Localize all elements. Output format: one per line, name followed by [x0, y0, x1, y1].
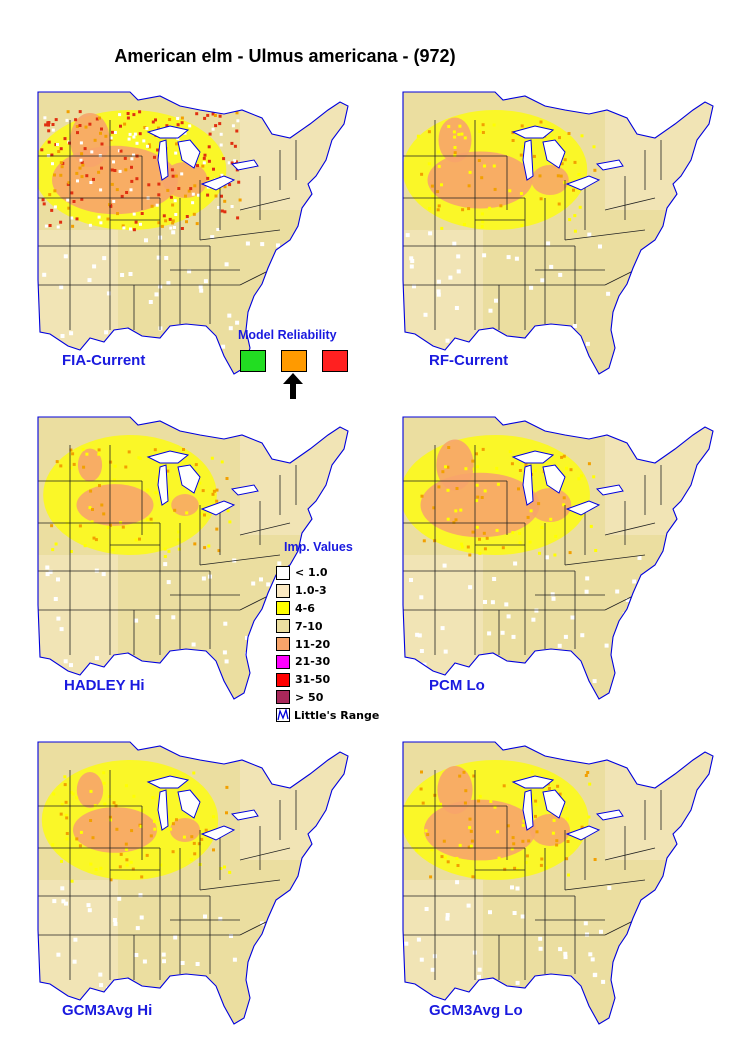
map-title: American elm - Ulmus americana - (972): [114, 46, 456, 66]
map-panel-hadley-hi: HADLEY Hi: [10, 405, 355, 705]
legend-item: 1.0-3: [276, 582, 386, 600]
legend-title: Imp. Values: [284, 540, 353, 554]
legend-swatch: [276, 565, 290, 580]
legend-swatch: [276, 672, 290, 687]
panel-label: HADLEY Hi: [64, 677, 145, 694]
legend-swatch: [276, 601, 290, 616]
model-reliability-title: Model Reliability: [238, 328, 337, 342]
map-panel-rf-current: RF-Current: [375, 80, 720, 380]
reliability-medium-box: [281, 350, 307, 372]
legend-item: 4-6: [276, 600, 386, 618]
map-graphic: [402, 416, 714, 700]
legend-label: 31-50: [295, 673, 331, 687]
legend-label: 7-10: [295, 619, 323, 633]
legend-item-range: Little's Range: [276, 706, 386, 724]
panel-label: RF-Current: [429, 352, 509, 369]
range-line-icon: [276, 708, 290, 723]
legend-item: < 1.0: [276, 564, 386, 582]
legend-label: > 50: [295, 690, 324, 704]
map-graphic: [37, 741, 349, 1025]
legend: Imp. Values < 1.0 1.0-3 4-6 7-10 11-20 21-30 3…: [276, 540, 386, 724]
panel-label: FIA-Current: [62, 352, 146, 369]
legend-item: > 50: [276, 689, 386, 707]
reliability-high-box: [240, 350, 266, 372]
legend-item: 21-30: [276, 653, 386, 671]
map-panel-fia-current: FIA-Current: [10, 80, 355, 380]
map-graphic: [402, 91, 714, 375]
legend-label: 4-6: [295, 601, 315, 615]
legend-label: 21-30: [295, 655, 331, 669]
legend-swatch: [276, 690, 290, 705]
arrow-up-icon: [283, 373, 303, 399]
legend-label: 1.0-3: [295, 584, 327, 598]
map-panel-pcm-lo: PCM Lo: [375, 405, 720, 705]
legend-swatch: [276, 637, 290, 652]
panel-label: GCM3Avg Lo: [429, 1002, 523, 1019]
reliability-low-box: [322, 350, 348, 372]
map-graphic: [37, 416, 349, 700]
legend-swatch: [276, 583, 290, 598]
panel-label: GCM3Avg Hi: [62, 1002, 153, 1019]
legend-swatch: [276, 619, 290, 634]
legend-label: < 1.0: [295, 566, 328, 580]
legend-label: 11-20: [295, 637, 331, 651]
map-panel-gcm3avg-hi: GCM3Avg Hi: [10, 730, 355, 1030]
legend-item: 31-50: [276, 671, 386, 689]
legend-label: Little's Range: [294, 708, 380, 722]
legend-swatch: [276, 654, 290, 669]
panel-label: PCM Lo: [429, 677, 485, 694]
legend-item: 11-20: [276, 635, 386, 653]
legend-item: 7-10: [276, 617, 386, 635]
map-graphic: [402, 741, 714, 1025]
map-panel-gcm3avg-lo: GCM3Avg Lo: [375, 730, 720, 1030]
map-graphic: [37, 91, 349, 375]
